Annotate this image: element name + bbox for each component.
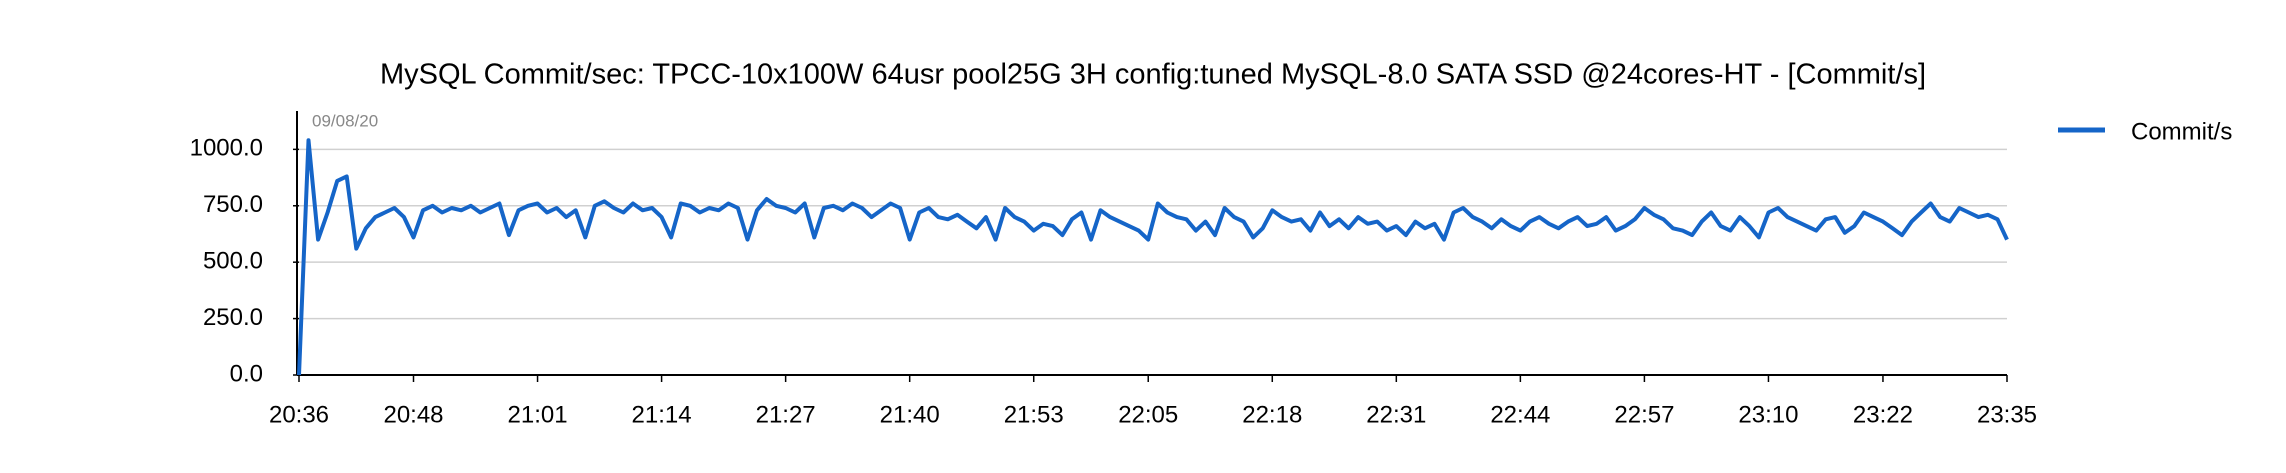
y-tick-label: 750.0: [203, 191, 263, 218]
x-tick-label: 23:35: [1977, 401, 2037, 428]
x-tick-label: 20:36: [269, 401, 329, 428]
x-tick-label: 22:05: [1118, 401, 1178, 428]
chart-title: MySQL Commit/sec: TPCC-10x100W 64usr poo…: [380, 59, 1926, 91]
line: [297, 138, 2009, 376]
y-tick-label: 250.0: [203, 304, 263, 331]
x-tick-label: 21:01: [508, 401, 568, 428]
x-tick-label: 21:53: [1004, 401, 1064, 428]
x-tick-label: 20:48: [383, 401, 443, 428]
x-tick-label: 22:31: [1366, 401, 1426, 428]
legend-label: Commit/s: [2131, 118, 2232, 145]
x-tick-label: 21:14: [632, 401, 692, 428]
y-tick-label: 1000.0: [190, 135, 263, 162]
x-tick-label: 23:10: [1738, 401, 1798, 428]
x-tick-label: 22:44: [1490, 401, 1550, 428]
x-tick-label: 21:27: [756, 401, 816, 428]
y-tick-label: 0.0: [230, 360, 263, 387]
annotation: 09/08/20: [312, 111, 378, 130]
x-tick-label: 22:57: [1614, 401, 1674, 428]
x-tick-label: 22:18: [1242, 401, 1302, 428]
y-tick-label: 500.0: [203, 248, 263, 275]
x-tick-label: 23:22: [1853, 401, 1913, 428]
x-tick-label: 21:40: [880, 401, 940, 428]
